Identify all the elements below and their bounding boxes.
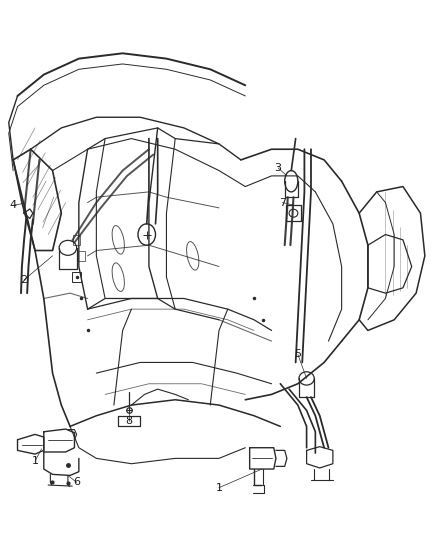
Bar [78,251,85,261]
Text: 1: 1 [215,483,223,492]
Bar [73,235,80,245]
Text: 1: 1 [32,456,39,466]
Text: 7: 7 [279,198,286,207]
Bar [72,272,81,282]
Text: 5: 5 [294,350,301,359]
Text: 4: 4 [10,200,17,210]
Text: 8: 8 [126,416,133,426]
Text: 3: 3 [275,163,282,173]
Text: 2: 2 [21,275,28,285]
Text: 6: 6 [73,478,80,487]
